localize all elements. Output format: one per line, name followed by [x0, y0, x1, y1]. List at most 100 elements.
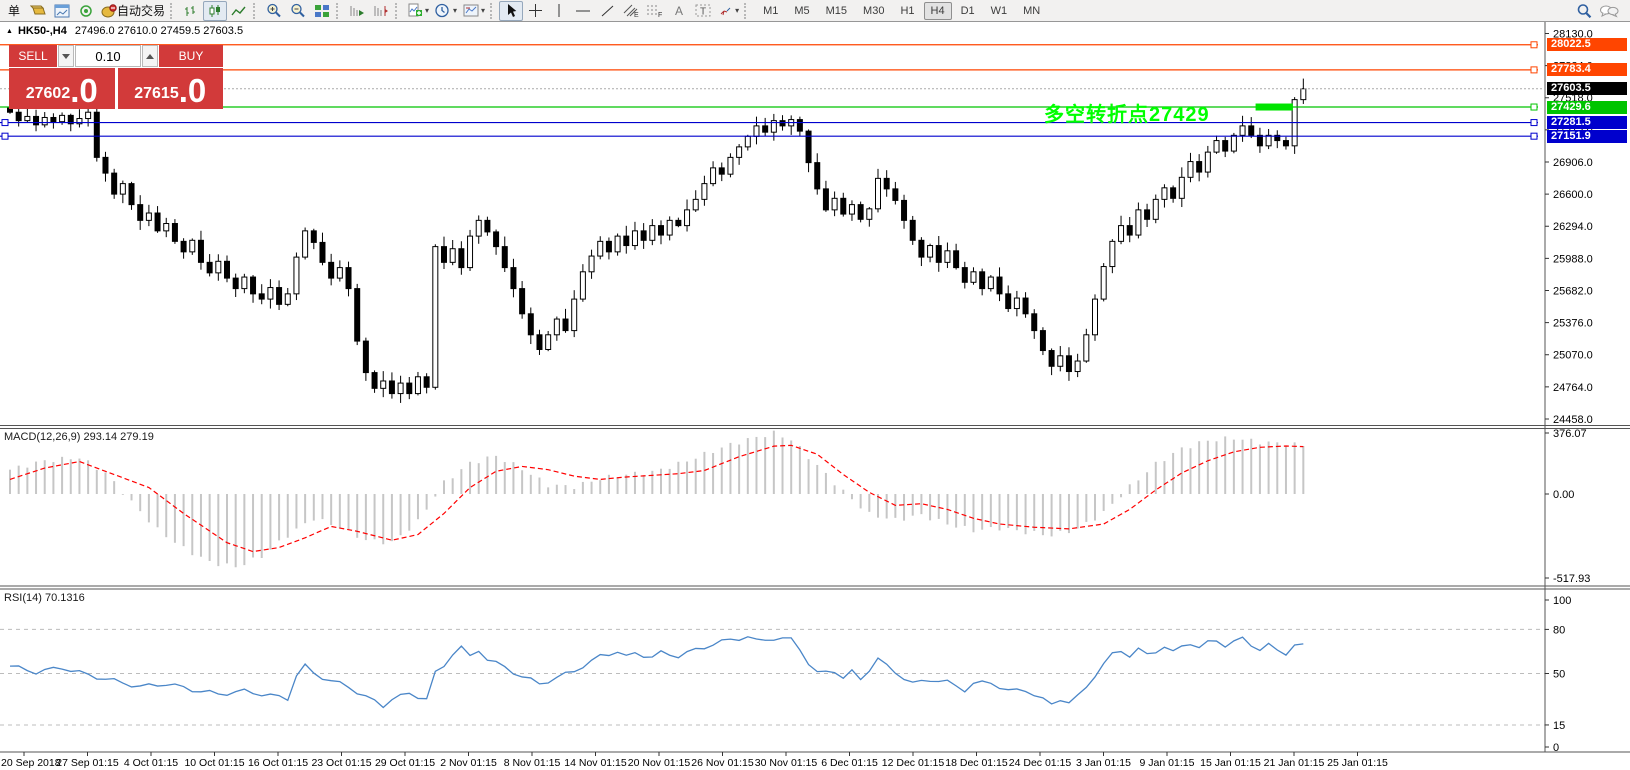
timeframe-button-D1[interactable]: D1 [960, 4, 975, 17]
auto-scroll-button[interactable] [345, 1, 369, 21]
candle-body [154, 212, 161, 232]
candle-body [319, 241, 326, 263]
candle-body [102, 156, 109, 174]
candle-body [258, 293, 265, 300]
candle-body [553, 318, 560, 336]
fibonacci-tool-button[interactable]: F [643, 1, 667, 21]
periods-button[interactable]: ▾ [432, 1, 460, 21]
zoom-in-button[interactable] [262, 1, 286, 21]
zoom-out-button[interactable] [286, 1, 310, 21]
toolbar-grip [336, 2, 341, 19]
cursor-tool-button[interactable] [499, 0, 524, 21]
candle-body [189, 239, 196, 253]
candle-body [770, 120, 777, 133]
time-label: 21 Jan 01:15 [1264, 757, 1325, 769]
macd-tick-label: 376.07 [1553, 428, 1587, 440]
toolbar-grip [170, 2, 175, 19]
timeframe-button-M15[interactable]: M15 [825, 4, 848, 17]
candle-body [701, 183, 708, 200]
horizontal-line-tool-button[interactable] [571, 1, 595, 21]
timeframe-group: M1 M5 M15 M30 H1 H4 D1 W1 MN [755, 1, 1048, 20]
text-tool-button[interactable]: A [667, 1, 691, 21]
time-label: 16 Oct 01:15 [248, 757, 308, 769]
autotrading-label: 自动交易 [117, 4, 166, 18]
rsi-pane-label: RSI(14) 70.1316 [4, 592, 85, 604]
candle-body [753, 125, 760, 137]
autotrading-button[interactable]: 自动交易 [98, 1, 168, 21]
timeframe-button-H4[interactable]: H4 [923, 1, 952, 20]
buy-price-display[interactable]: 27615.0 [117, 68, 223, 109]
macd-values: 293.14 279.19 [83, 431, 154, 443]
new-order-button[interactable]: 单 [2, 1, 26, 21]
candle-body [519, 288, 526, 315]
chart-canvas[interactable]: 28130.0 27824.0 27518.0 27212.0 26906.0 26600… [0, 22, 1630, 770]
crosshair-tool-button[interactable] [523, 1, 547, 21]
trendline-tool-button[interactable] [595, 1, 619, 21]
candle-body [744, 135, 751, 148]
candle-body [1248, 125, 1255, 136]
candlestick-chart-type-button[interactable] [203, 0, 228, 21]
one-click-trade-panel: SELL 0.10 BUY 27602.0 27615.0 [9, 45, 223, 109]
sell-price-display[interactable]: 27602.0 [9, 68, 115, 109]
volume-down-button[interactable] [58, 45, 74, 67]
candle-body [736, 146, 743, 158]
sell-button[interactable]: SELL [9, 45, 57, 67]
candle-body [814, 162, 821, 190]
timeframe-button-M1[interactable]: M1 [763, 4, 779, 17]
rsi-tick-label: 80 [1553, 624, 1565, 636]
candle-body [293, 256, 300, 295]
chart-annotation-text[interactable]: 多空转折点27429 [1044, 104, 1210, 126]
candle-body [1048, 350, 1055, 367]
candle-body [119, 183, 126, 195]
candle-body [59, 114, 66, 123]
triangle-down-icon [62, 53, 70, 59]
buy-button[interactable]: BUY [159, 45, 223, 67]
timeframe-button-MN[interactable]: MN [1023, 4, 1041, 17]
timeframe-button-M30[interactable]: M30 [863, 4, 885, 17]
candle-body [484, 219, 491, 233]
volume-input[interactable]: 0.10 [75, 45, 141, 67]
price-tick-label: 25682.0 [1553, 285, 1593, 297]
candle-body [536, 334, 543, 350]
chart-shift-button[interactable] [369, 1, 393, 21]
green-trend-segment[interactable] [1255, 103, 1293, 111]
candle-body [33, 115, 40, 126]
charts-window-icon[interactable] [50, 1, 74, 21]
deposit-icon[interactable] [26, 1, 50, 21]
candle-body [710, 167, 717, 185]
candle-body [979, 271, 986, 290]
candle-body [987, 276, 994, 290]
candle-body [953, 250, 960, 269]
indicators-button[interactable]: ▾ [404, 1, 432, 21]
bar-chart-type-button[interactable] [179, 1, 203, 21]
vertical-line-tool-button[interactable] [547, 1, 571, 21]
templates-button[interactable]: ▾ [460, 1, 488, 21]
time-label: 4 Oct 01:15 [124, 757, 178, 769]
signals-icon[interactable] [74, 1, 98, 21]
price-tick-label: 26294.0 [1553, 221, 1593, 233]
candle-body [961, 267, 968, 283]
candle-body [475, 219, 482, 237]
chat-icon[interactable] [1596, 1, 1622, 21]
equidistant-channel-tool-button[interactable]: E [619, 1, 643, 21]
search-icon[interactable] [1572, 1, 1596, 21]
collapse-triangle-icon[interactable]: ▲ [6, 27, 13, 35]
volume-up-button[interactable] [142, 45, 158, 67]
line-chart-type-button[interactable] [227, 1, 251, 21]
text-label-tool-button[interactable]: T [691, 1, 715, 21]
time-label: 18 Dec 01:15 [945, 757, 1008, 769]
timeframe-button-H1[interactable]: H1 [900, 4, 915, 17]
candle-body [1265, 134, 1272, 147]
candle-body [371, 372, 378, 389]
svg-text:E: E [634, 12, 639, 18]
sell-price-main: 27602 [25, 85, 71, 102]
candle-body [449, 248, 456, 263]
tile-windows-button[interactable] [310, 1, 334, 21]
candle-body [614, 235, 621, 253]
timeframe-button-M5[interactable]: M5 [794, 4, 810, 17]
candle-body [128, 183, 135, 206]
candle-body [1057, 355, 1064, 367]
arrows-tool-button[interactable]: ▾ [715, 1, 742, 21]
time-label: 3 Jan 01:15 [1076, 757, 1131, 769]
timeframe-button-W1[interactable]: W1 [990, 4, 1008, 17]
